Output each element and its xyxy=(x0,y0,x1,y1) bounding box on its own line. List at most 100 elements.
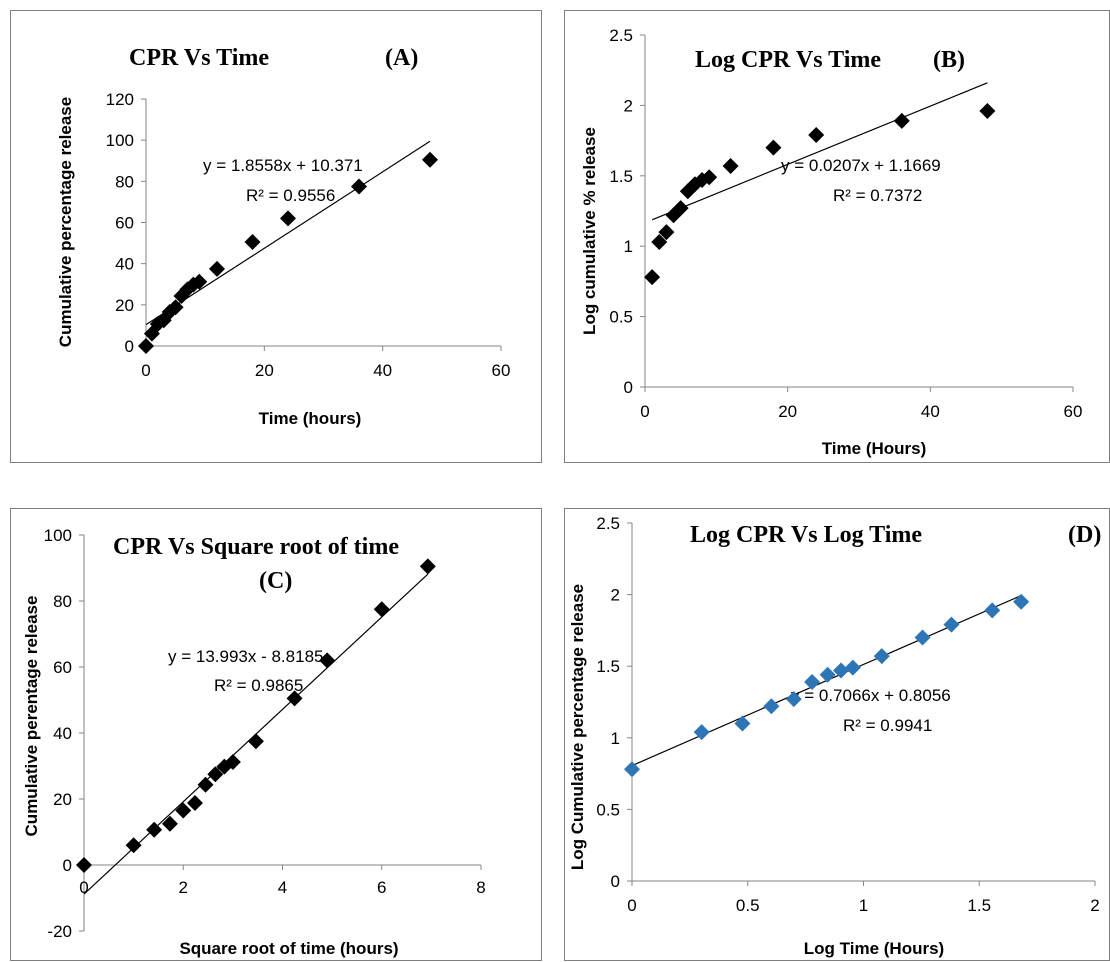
data-point xyxy=(319,652,336,669)
data-point xyxy=(819,666,836,683)
r-squared-label: R² = 0.9556 xyxy=(246,186,335,205)
chart-panel-b: Log CPR Vs Time (B) Time (Hours) Log cum… xyxy=(564,10,1110,463)
x-tick-label: 0 xyxy=(627,896,636,915)
y-tick-label: 2 xyxy=(611,586,620,605)
data-point xyxy=(722,157,739,174)
plot-area: 0 0.5 1 1.5 2 2.5 0 0.5 1 1.5 2 xyxy=(596,514,1099,915)
y-axis-label: Cumulative percentage release xyxy=(56,97,75,347)
y-tick-label: 80 xyxy=(53,592,72,611)
chart-title: CPR Vs Time xyxy=(129,45,269,71)
data-point xyxy=(893,112,910,129)
trendline xyxy=(651,82,988,221)
panel-label: (D) xyxy=(1068,522,1101,548)
x-tick-label: 60 xyxy=(492,361,511,380)
y-tick-label: 120 xyxy=(106,90,134,109)
chart-panel-d: Log CPR Vs Log Time (D) Log Time (Hours)… xyxy=(564,508,1110,961)
x-axis-label: Time (Hours) xyxy=(822,439,927,458)
trendline-equation: y = 0.0207x + 1.1669 xyxy=(781,156,941,175)
x-tick-label: 0 xyxy=(640,402,649,421)
data-point xyxy=(701,169,718,186)
y-tick-label: 1 xyxy=(611,729,620,748)
r-squared-label: R² = 0.9941 xyxy=(843,716,932,735)
chart-panel-a: CPR Vs Time (A) Time (hours) Cumulative … xyxy=(10,10,542,463)
data-point xyxy=(1013,593,1030,610)
data-point xyxy=(693,724,710,741)
plot-area: -20 0 20 40 60 80 100 0 2 4 6 8 xyxy=(44,526,486,941)
data-point xyxy=(209,260,225,277)
data-point xyxy=(734,715,751,732)
x-tick-label: 20 xyxy=(778,402,797,421)
x-tick-label: 4 xyxy=(278,878,287,897)
x-tick-label: 60 xyxy=(1064,402,1083,421)
data-point xyxy=(651,233,668,250)
panel-label: (A) xyxy=(385,45,418,71)
y-tick-label: 60 xyxy=(115,214,134,233)
panel-label: (C) xyxy=(259,568,292,594)
x-tick-label: 6 xyxy=(377,878,386,897)
y-tick-label: 0 xyxy=(624,378,633,397)
data-point xyxy=(914,629,931,646)
data-point xyxy=(658,224,675,241)
data-point xyxy=(804,673,821,690)
x-tick-label: 8 xyxy=(476,878,485,897)
data-point xyxy=(280,210,296,227)
chart-d-svg: Log CPR Vs Log Time (D) Log Time (Hours)… xyxy=(568,514,1101,958)
chart-a-svg: CPR Vs Time (A) Time (hours) Cumulative … xyxy=(56,45,511,428)
chart-title: Log CPR Vs Log Time xyxy=(690,522,922,548)
y-tick-label: -20 xyxy=(47,922,72,941)
y-tick-label: 40 xyxy=(115,255,134,274)
plot-area: 0 0.5 1 1.5 2 2.5 0 20 40 60 xyxy=(609,26,1082,421)
x-axis-label: Time (hours) xyxy=(259,409,362,428)
data-point xyxy=(422,151,438,168)
x-tick-label: 0 xyxy=(141,361,150,380)
chart-title: Log CPR Vs Time xyxy=(695,47,881,73)
data-point xyxy=(286,690,303,707)
x-axis-label: Square root of time (hours) xyxy=(179,939,398,958)
y-tick-label: 1 xyxy=(624,237,633,256)
data-point xyxy=(138,338,154,354)
data-point xyxy=(125,837,142,854)
data-point xyxy=(979,103,996,120)
y-axis-label: Cumulative perentage release xyxy=(22,596,41,837)
data-point xyxy=(175,802,192,819)
x-tick-label: 2 xyxy=(179,878,188,897)
data-point xyxy=(167,299,184,316)
data-point xyxy=(186,794,203,811)
r-squared-label: R² = 0.7372 xyxy=(833,186,922,205)
trendline xyxy=(145,140,431,326)
data-point xyxy=(207,766,224,783)
x-tick-label: 0.5 xyxy=(736,896,760,915)
data-point xyxy=(351,178,367,195)
data-point xyxy=(672,200,689,217)
y-tick-label: 100 xyxy=(106,131,134,150)
y-axis-label: Log Cumulative percentage release xyxy=(568,584,587,870)
chart-c-svg: CPR Vs Square root of time (C) Square ro… xyxy=(22,526,486,958)
y-tick-label: 0 xyxy=(611,872,620,891)
plot-area: 0 20 40 60 80 100 120 0 20 40 60 xyxy=(106,90,511,380)
data-point xyxy=(808,126,825,143)
chart-b-svg: Log CPR Vs Time (B) Time (Hours) Log cum… xyxy=(580,26,1082,458)
y-tick-label: 40 xyxy=(53,724,72,743)
x-axis-label: Log Time (Hours) xyxy=(804,939,944,958)
data-point xyxy=(785,691,802,708)
y-tick-label: 80 xyxy=(115,172,134,191)
x-tick-label: 2 xyxy=(1090,896,1099,915)
y-tick-label: 2.5 xyxy=(596,514,620,533)
data-point xyxy=(373,601,390,618)
data-point xyxy=(146,821,163,838)
chart-panel-c: CPR Vs Square root of time (C) Square ro… xyxy=(10,508,542,961)
data-point xyxy=(197,776,214,793)
data-point xyxy=(833,662,850,679)
trendline-equation: y = 0.7066x + 0.8056 xyxy=(791,686,951,705)
data-point xyxy=(943,616,960,633)
data-point xyxy=(644,269,661,286)
y-tick-label: 20 xyxy=(53,790,72,809)
trendline-equation: y = 1.8558x + 10.371 xyxy=(203,156,363,175)
y-tick-label: 60 xyxy=(53,658,72,677)
data-point xyxy=(624,761,640,778)
y-tick-label: 0.5 xyxy=(596,800,620,819)
y-tick-label: 0 xyxy=(63,856,72,875)
x-tick-label: 40 xyxy=(921,402,940,421)
x-tick-label: 20 xyxy=(255,361,274,380)
y-tick-label: 2 xyxy=(624,96,633,115)
